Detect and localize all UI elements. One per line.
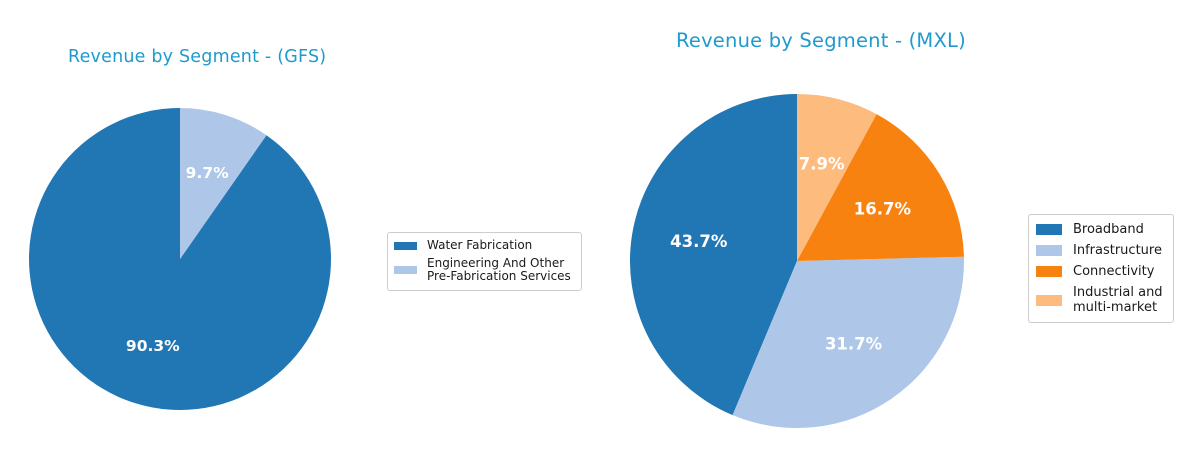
pie-slice <box>28 108 331 410</box>
legend-item: Water Fabrication <box>394 238 571 253</box>
pie-slice-label: 43.7% <box>670 232 728 251</box>
legend-swatch <box>1036 245 1062 256</box>
pie-slice <box>180 108 267 259</box>
pie-slice-label: 90.3% <box>126 337 180 355</box>
legend-label: Infrastructure <box>1073 243 1162 258</box>
legend-item: Infrastructure <box>1036 243 1163 258</box>
gfs-legend: Water Fabrication Engineering And Other … <box>387 232 582 291</box>
pie-slice-label: 16.7% <box>854 199 912 218</box>
legend-label: Industrial and multi-market <box>1073 285 1163 315</box>
legend-label: Engineering And Other Pre-Fabrication Se… <box>427 255 571 283</box>
pie-slice-label: 31.7% <box>825 334 883 353</box>
mxl-pie: 43.7% 31.7% 16.7% 7.9% <box>629 94 965 429</box>
legend-swatch <box>1036 224 1062 235</box>
legend-item: Industrial and multi-market <box>1036 285 1163 315</box>
pie-slice <box>797 114 964 262</box>
legend-item: Engineering And Other Pre-Fabrication Se… <box>394 255 571 284</box>
pie-slice-label: 7.9% <box>799 155 845 174</box>
mxl-pie-chart: Revenue by Segment - (MXL) 43.7% 31.7% 16.… <box>600 0 1200 459</box>
legend-label: Water Fabrication <box>427 238 533 252</box>
pie-slice-label: 9.7% <box>186 164 229 182</box>
mxl-chart-title: Revenue by Segment - (MXL) <box>676 29 966 52</box>
legend-swatch <box>394 266 417 274</box>
legend-label: Connectivity <box>1073 264 1155 279</box>
pie-slice <box>629 94 797 416</box>
gfs-pie: 90.3% 9.7% <box>28 108 331 410</box>
legend-swatch <box>394 241 417 250</box>
gfs-pie-chart: Revenue by Segment - (GFS) 90.3% 9.7% Wat… <box>28 47 582 410</box>
pie-slice <box>732 256 965 429</box>
mxl-legend: Broadband Infrastructure Connectivity In… <box>1028 214 1174 323</box>
legend-swatch <box>1036 294 1062 306</box>
pie-slice <box>797 94 877 261</box>
gfs-chart-title: Revenue by Segment - (GFS) <box>68 47 327 67</box>
legend-label: Broadband <box>1073 222 1144 237</box>
legend-swatch <box>1036 266 1062 277</box>
legend-item: Broadband <box>1036 222 1163 237</box>
legend-item: Connectivity <box>1036 264 1163 279</box>
